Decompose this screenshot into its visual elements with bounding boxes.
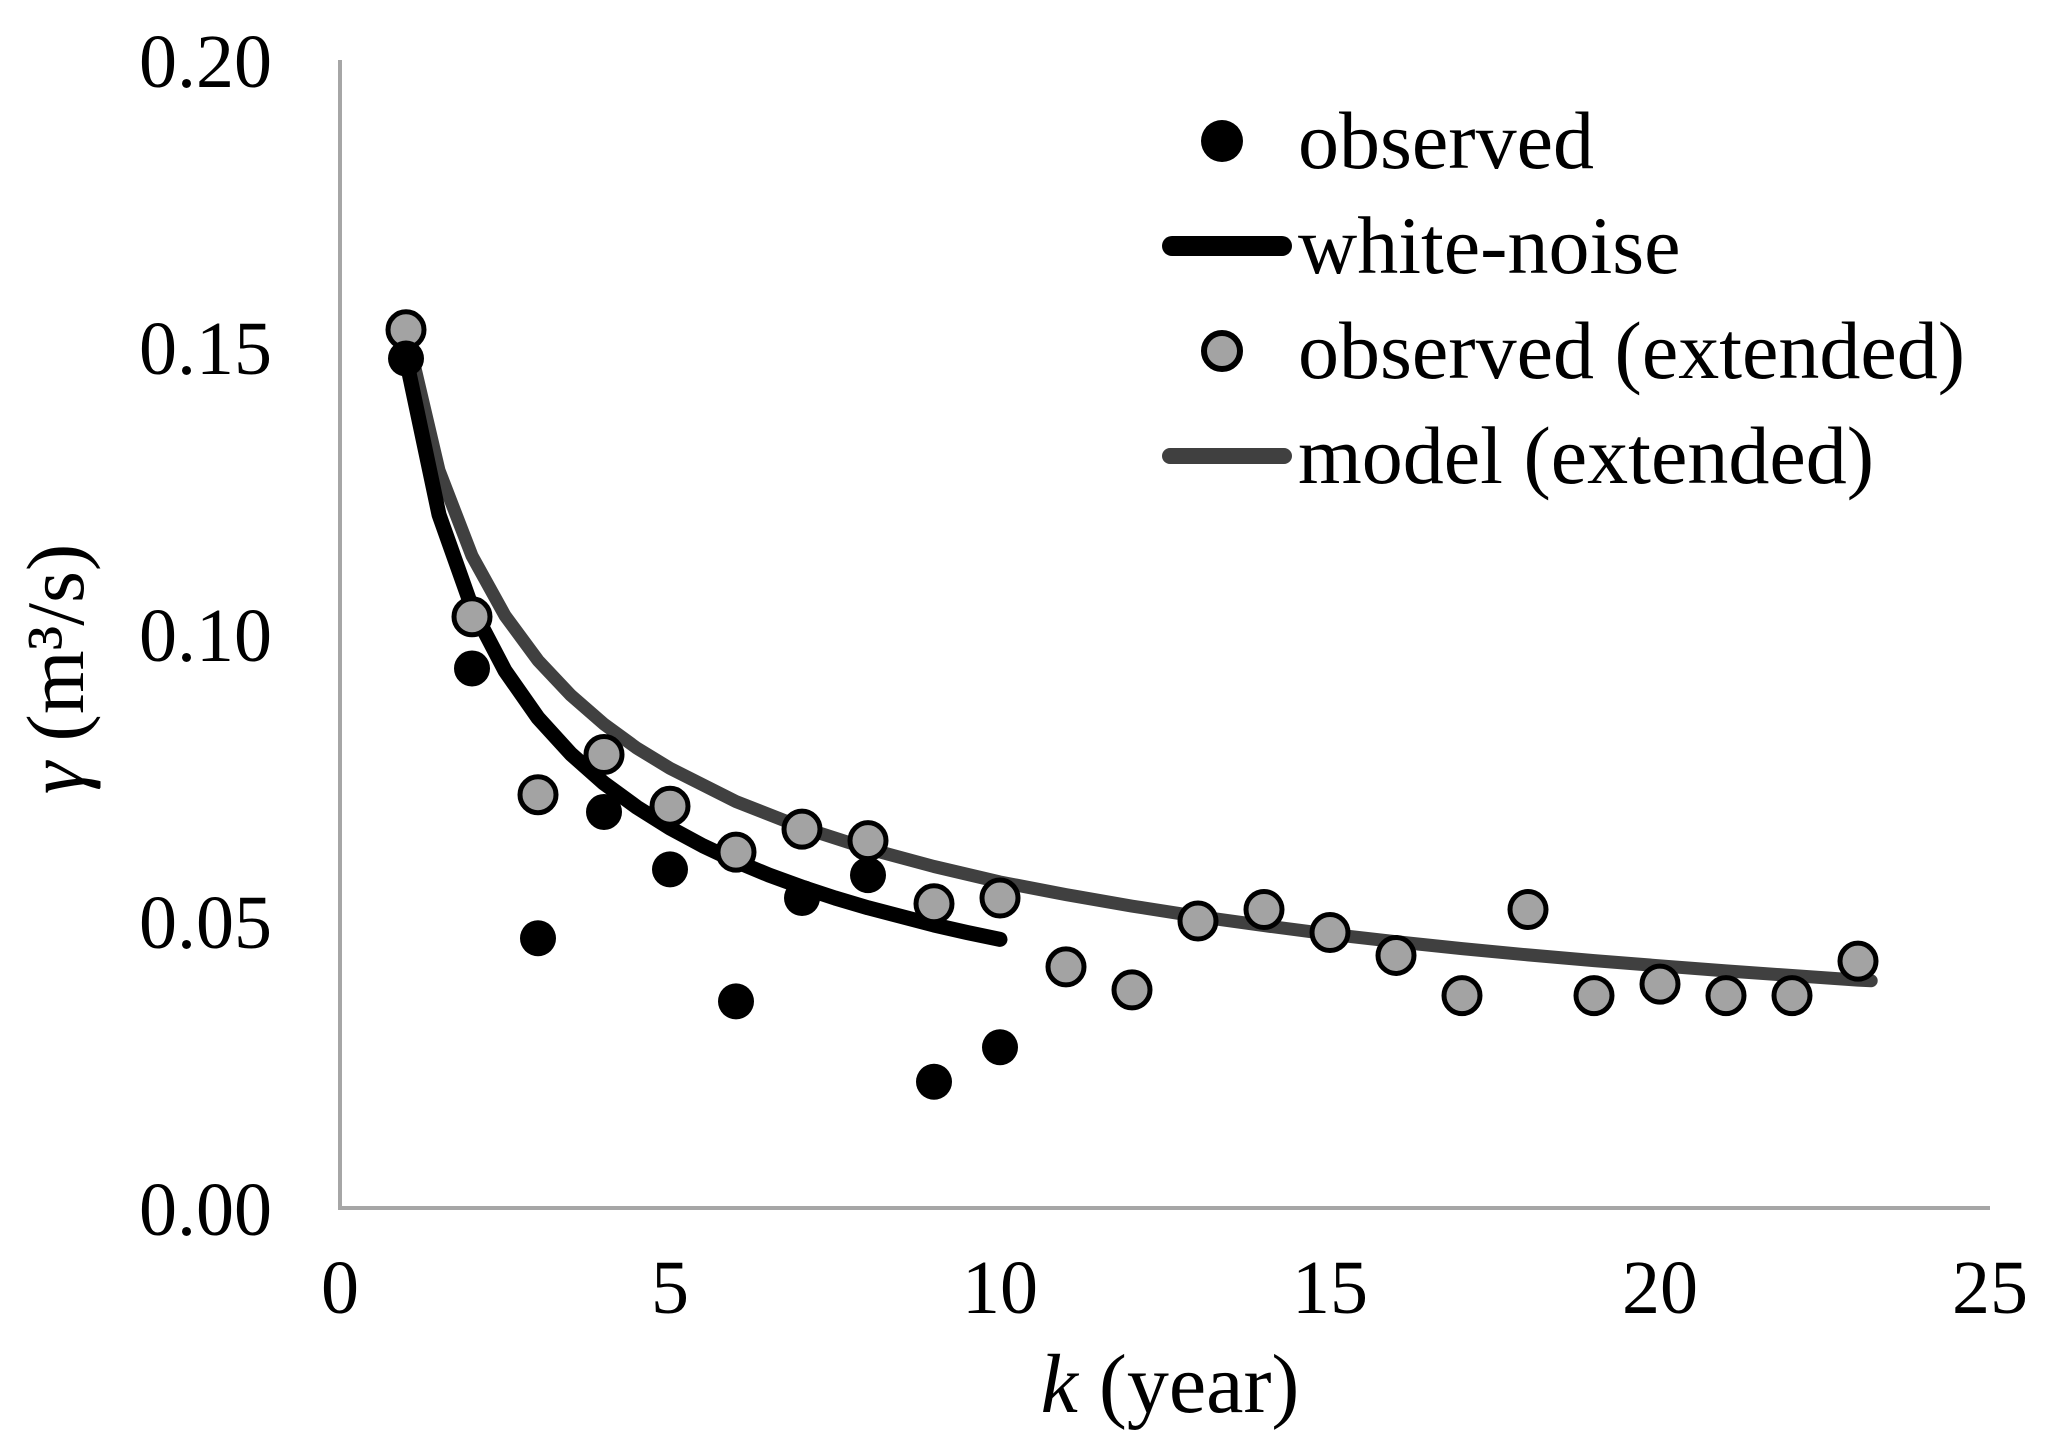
data-point-observed-extended- — [979, 877, 1021, 919]
data-point-observed-extended- — [1309, 911, 1351, 953]
data-point-observed-extended- — [1243, 889, 1285, 931]
data-point-observed — [916, 1063, 952, 1100]
data-point-observed — [520, 920, 556, 957]
data-point-observed-extended- — [451, 596, 493, 638]
data-point-observed — [982, 1029, 1018, 1066]
x-tick-label: 0 — [321, 1246, 359, 1330]
y-tick-label: 0.10 — [139, 594, 272, 678]
y-tick-label: 0.05 — [139, 881, 272, 965]
data-point-observed-extended- — [1639, 963, 1681, 1005]
legend-label: white-noise — [1298, 199, 1681, 291]
data-point-observed-extended- — [1573, 975, 1615, 1017]
x-axis-variable: k — [1040, 1338, 1078, 1431]
data-point-observed-extended- — [1771, 975, 1813, 1017]
data-point-observed-extended- — [517, 774, 559, 816]
y-axis-title: γ (m³/s) — [9, 367, 103, 971]
data-point-observed — [652, 851, 688, 888]
legend-item-observed: observed — [1150, 88, 2030, 193]
y-axis-unit: (m³/s) — [10, 543, 101, 762]
legend: observed white-noise observed (extended)… — [1150, 88, 2030, 508]
x-tick-label: 25 — [1952, 1246, 2028, 1330]
legend-label: observed (extended) — [1298, 304, 1966, 396]
white-noise-line-icon — [1162, 235, 1292, 256]
observed-extended-dot-icon — [1201, 329, 1243, 372]
data-point-observed — [586, 793, 622, 830]
data-point-observed — [718, 983, 754, 1020]
data-point-observed-extended- — [1507, 889, 1549, 931]
y-tick-label: 0.15 — [139, 307, 272, 391]
x-tick-label: 15 — [1292, 1246, 1368, 1330]
data-point-observed-extended- — [1375, 934, 1417, 976]
data-point-observed-extended- — [715, 831, 757, 873]
legend-item-white-noise: white-noise — [1150, 193, 2030, 298]
x-axis-title: k (year) — [870, 1343, 1470, 1427]
data-point-observed-extended- — [649, 785, 691, 827]
legend-label: model (extended) — [1298, 409, 1875, 501]
x-tick-label: 5 — [651, 1246, 689, 1330]
data-point-observed-extended- — [1177, 900, 1219, 942]
data-point-observed — [388, 340, 424, 377]
x-axis-unit: (year) — [1077, 1338, 1300, 1431]
observed-dot-icon — [1201, 119, 1243, 162]
y-axis-variable: γ — [10, 761, 101, 795]
data-point-observed-extended- — [1837, 940, 1879, 982]
legend-label: observed — [1298, 94, 1595, 186]
data-point-observed-extended- — [847, 820, 889, 862]
series-line-3 — [399, 323, 1878, 988]
data-point-observed-extended- — [913, 883, 955, 925]
series-line-1 — [398, 351, 1008, 947]
x-tick-label: 10 — [962, 1246, 1038, 1330]
data-point-observed-extended- — [1705, 975, 1747, 1017]
legend-item-model-extended: model (extended) — [1150, 403, 2030, 508]
y-tick-label: 0.20 — [139, 20, 272, 104]
x-tick-label: 20 — [1622, 1246, 1698, 1330]
data-point-observed — [454, 650, 490, 687]
data-point-observed-extended- — [1045, 946, 1087, 988]
legend-item-observed-extended: observed (extended) — [1150, 298, 2030, 403]
y-tick-label: 0.00 — [139, 1168, 272, 1252]
data-point-observed-extended- — [583, 734, 625, 776]
data-point-observed-extended- — [1441, 975, 1483, 1017]
data-point-observed-extended- — [781, 808, 823, 850]
model-extended-line-icon — [1162, 447, 1292, 464]
data-point-observed-extended- — [1111, 969, 1153, 1011]
data-point-observed — [850, 857, 886, 894]
data-point-observed — [784, 880, 820, 917]
